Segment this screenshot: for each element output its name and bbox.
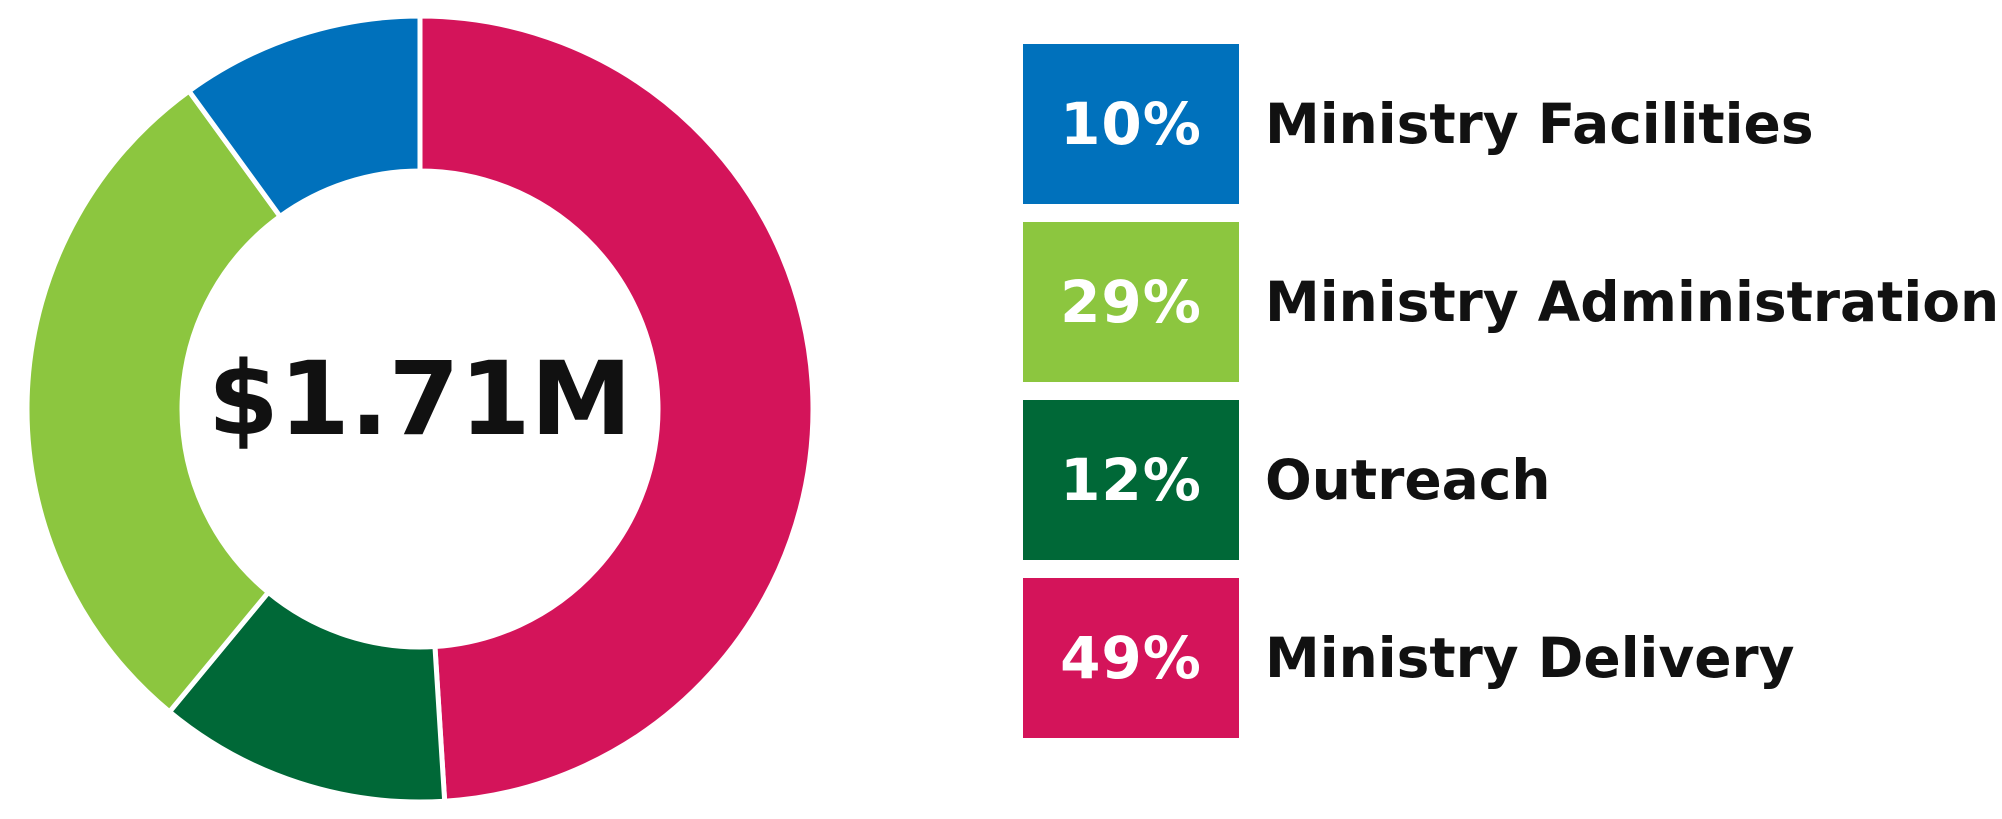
legend-label: Ministry Delivery xyxy=(1265,626,1795,690)
donut-chart: $1.71M xyxy=(24,13,816,805)
legend-percent-box: 29% xyxy=(1023,222,1239,382)
legend-item-ministry-administration: 29% Ministry Administration xyxy=(1023,222,1999,382)
legend-item-ministry-facilities: 10% Ministry Facilities xyxy=(1023,44,1983,204)
donut-slice-ministry-facilities xyxy=(185,13,423,220)
donut-slice-ministry-delivery xyxy=(417,13,816,804)
donut-slices xyxy=(24,13,816,805)
legend-label: Ministry Facilities xyxy=(1265,92,1814,156)
legend-item-outreach: 12% Outreach xyxy=(1023,400,1983,560)
legend-label: Ministry Administration xyxy=(1265,270,2000,334)
chart-legend: 10% Ministry Facilities 29% Ministry Adm… xyxy=(1023,44,1999,738)
legend-percent-box: 12% xyxy=(1023,400,1239,560)
donut-slice-ministry-administration xyxy=(24,87,284,716)
legend-percent-box: 49% xyxy=(1023,578,1239,738)
donut-center-total: $1.71M xyxy=(208,340,632,459)
legend-item-ministry-delivery: 49% Ministry Delivery xyxy=(1023,578,1983,738)
legend-label: Outreach xyxy=(1265,448,1551,512)
legend-percent-box: 10% xyxy=(1023,44,1239,204)
